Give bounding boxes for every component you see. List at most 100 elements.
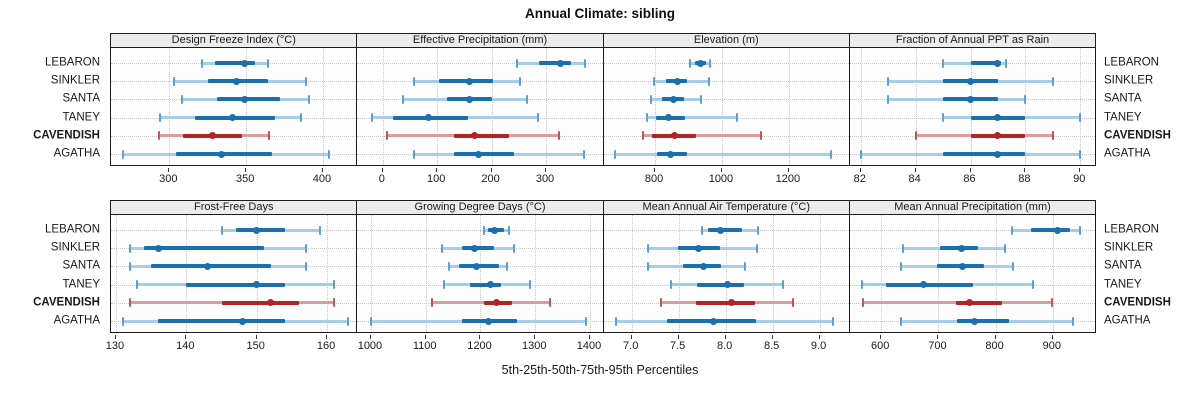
whisker-range [647, 116, 737, 120]
tick-gridline [655, 48, 657, 165]
panel-body [602, 48, 851, 166]
median-dot [253, 281, 261, 289]
tick-gridline [915, 48, 917, 165]
whisker-cap [862, 298, 865, 308]
median-dot [666, 150, 674, 158]
whisker-cap [914, 131, 917, 141]
median-dot [967, 95, 974, 103]
iqr-bar [956, 319, 1010, 323]
whisker-cap [1079, 113, 1082, 123]
axis-tick [937, 335, 939, 339]
whisker-cap [670, 280, 673, 290]
panel-strip: Design Freeze Index (°C) [110, 33, 358, 48]
axis-tick [479, 335, 481, 339]
median-dot [994, 132, 1002, 140]
row-label: SANTA [1104, 259, 1142, 272]
whisker-cap [385, 131, 388, 141]
panel-title: Growing Degree Days (°C) [414, 201, 546, 213]
tick-gridline [772, 215, 774, 332]
median-dot [486, 281, 494, 289]
axis-tick-label: 1200 [775, 173, 801, 185]
axis-tick [114, 335, 116, 339]
axis-tick-label: 0 [378, 173, 385, 185]
x-axis: 1000 1100 1200 1300 1400 [356, 335, 602, 357]
median-dot [709, 317, 717, 325]
axis-tick [787, 168, 789, 172]
row-label: AGATHA [1104, 314, 1151, 327]
whisker-cap [646, 243, 649, 253]
axis-tick-label: 1000 [708, 173, 734, 185]
axis-tick-label: 350 [235, 173, 255, 185]
median-dot [471, 132, 479, 140]
axis-tick-label: 1200 [467, 340, 492, 352]
row-labels-right: LEBARON SINKLER SANTA TANEY CAVENDISH AGATHA [1098, 215, 1199, 333]
row-gridline [357, 230, 603, 231]
whisker-cap [649, 94, 652, 104]
tick-gridline [327, 215, 329, 332]
panel-title: Mean Annual Air Temperature (°C) [642, 201, 810, 213]
panel-strip: Frost-Free Days [110, 200, 358, 215]
whisker-cap [159, 113, 162, 123]
axis-tick-label: 200 [481, 173, 500, 185]
iqr-bar [539, 61, 572, 65]
whisker-cap [129, 243, 131, 253]
median-dot [994, 150, 1002, 158]
median-dot [493, 299, 501, 307]
whisker-cap [507, 225, 510, 235]
iqr-bar [186, 282, 285, 287]
iqr-bar [956, 300, 1003, 305]
whisker-cap [582, 149, 585, 159]
axis-tick [1051, 335, 1053, 339]
panel-body [848, 215, 1097, 333]
iqr-bar [695, 300, 755, 305]
tick-gridline [535, 215, 537, 332]
tick-gridline [725, 215, 727, 332]
panel-title: Fraction of Annual PPT as Rain [895, 34, 1050, 46]
whisker-cap [369, 316, 372, 326]
panel-title: Effective Precipitation (mm) [412, 34, 548, 46]
tick-gridline [678, 215, 680, 332]
whisker-cap [584, 316, 587, 326]
axis-tick-label: 9.0 [810, 340, 827, 352]
whisker-cap [220, 225, 223, 235]
tick-gridline [860, 48, 862, 165]
median-dot [673, 77, 681, 85]
axis-tick-label: 300 [159, 173, 178, 185]
median-dot [994, 59, 1002, 67]
median-dot [218, 150, 226, 158]
whisker-cap [1024, 94, 1027, 104]
panel-body [110, 215, 358, 333]
tick-gridline [546, 48, 547, 165]
whisker-cap [122, 149, 125, 159]
whisker-cap [413, 149, 416, 159]
row-label: AGATHA [1104, 147, 1151, 160]
tick-gridline [246, 48, 248, 165]
panel-body [848, 48, 1097, 166]
iqr-bar [221, 300, 299, 305]
whisker-cap [505, 261, 508, 271]
iqr-bar [943, 152, 1026, 156]
axis-tick [818, 335, 820, 339]
median-dot [466, 77, 474, 85]
axis-tick-label: 900 [1042, 340, 1061, 352]
axis-tick [880, 335, 882, 339]
whisker-cap [1051, 131, 1054, 141]
median-dot [557, 59, 565, 67]
median-dot [241, 95, 249, 103]
panel-title: Frost-Free Days [194, 201, 274, 213]
median-dot [466, 95, 474, 103]
row-labels-right: LEBARON SINKLER SANTA TANEY CAVENDISH AGATHA [1098, 48, 1199, 166]
row-gridline [603, 81, 850, 83]
iqr-bar [970, 61, 1001, 65]
axis-tick-label: 300 [535, 173, 555, 185]
whisker-cap [646, 261, 649, 271]
whisker-cap [200, 58, 203, 68]
median-dot [471, 244, 479, 252]
whisker-cap [557, 131, 560, 141]
iqr-bar [158, 319, 285, 323]
row-label: SANTA [62, 259, 101, 272]
axis-tick [321, 168, 323, 172]
whisker-cap [305, 76, 308, 86]
axis-tick [677, 335, 679, 339]
tick-gridline [115, 215, 117, 332]
